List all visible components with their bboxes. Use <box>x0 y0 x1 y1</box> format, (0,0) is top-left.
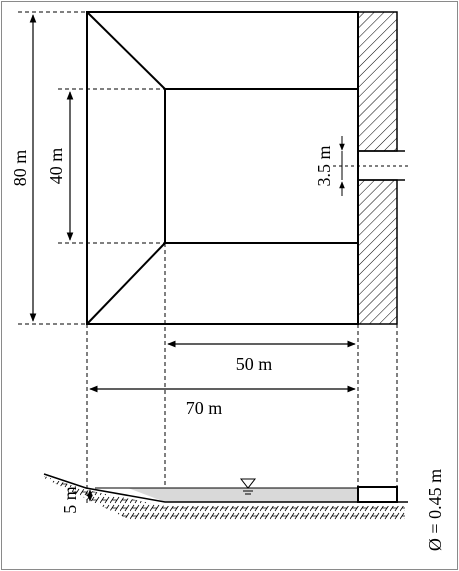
label-total-width: 70 m <box>186 398 223 418</box>
label-inner-height: 40 m <box>46 148 66 185</box>
ground-soil <box>44 476 405 520</box>
water-body <box>128 488 358 502</box>
plan-view: 80 m 40 m 3.5 m 50 m 70 m <box>10 11 410 505</box>
label-depth: 5 m <box>60 486 80 514</box>
slope-line-top <box>86 11 166 90</box>
ground-profile <box>43 473 358 503</box>
hatched-wall-bottom <box>357 179 398 325</box>
hatched-wall-top <box>357 11 398 152</box>
label-inner-width: 50 m <box>236 354 273 374</box>
section-wall <box>357 486 398 503</box>
section-view: 5 m Ø = 0.45 m <box>43 469 445 551</box>
label-outlet-height: 3.5 m <box>314 145 334 186</box>
label-pipe-diameter: Ø = 0.45 m <box>425 469 445 551</box>
water-level-marker-icon <box>239 478 257 489</box>
label-total-height: 80 m <box>10 150 30 187</box>
slope-line-bottom <box>86 242 166 325</box>
